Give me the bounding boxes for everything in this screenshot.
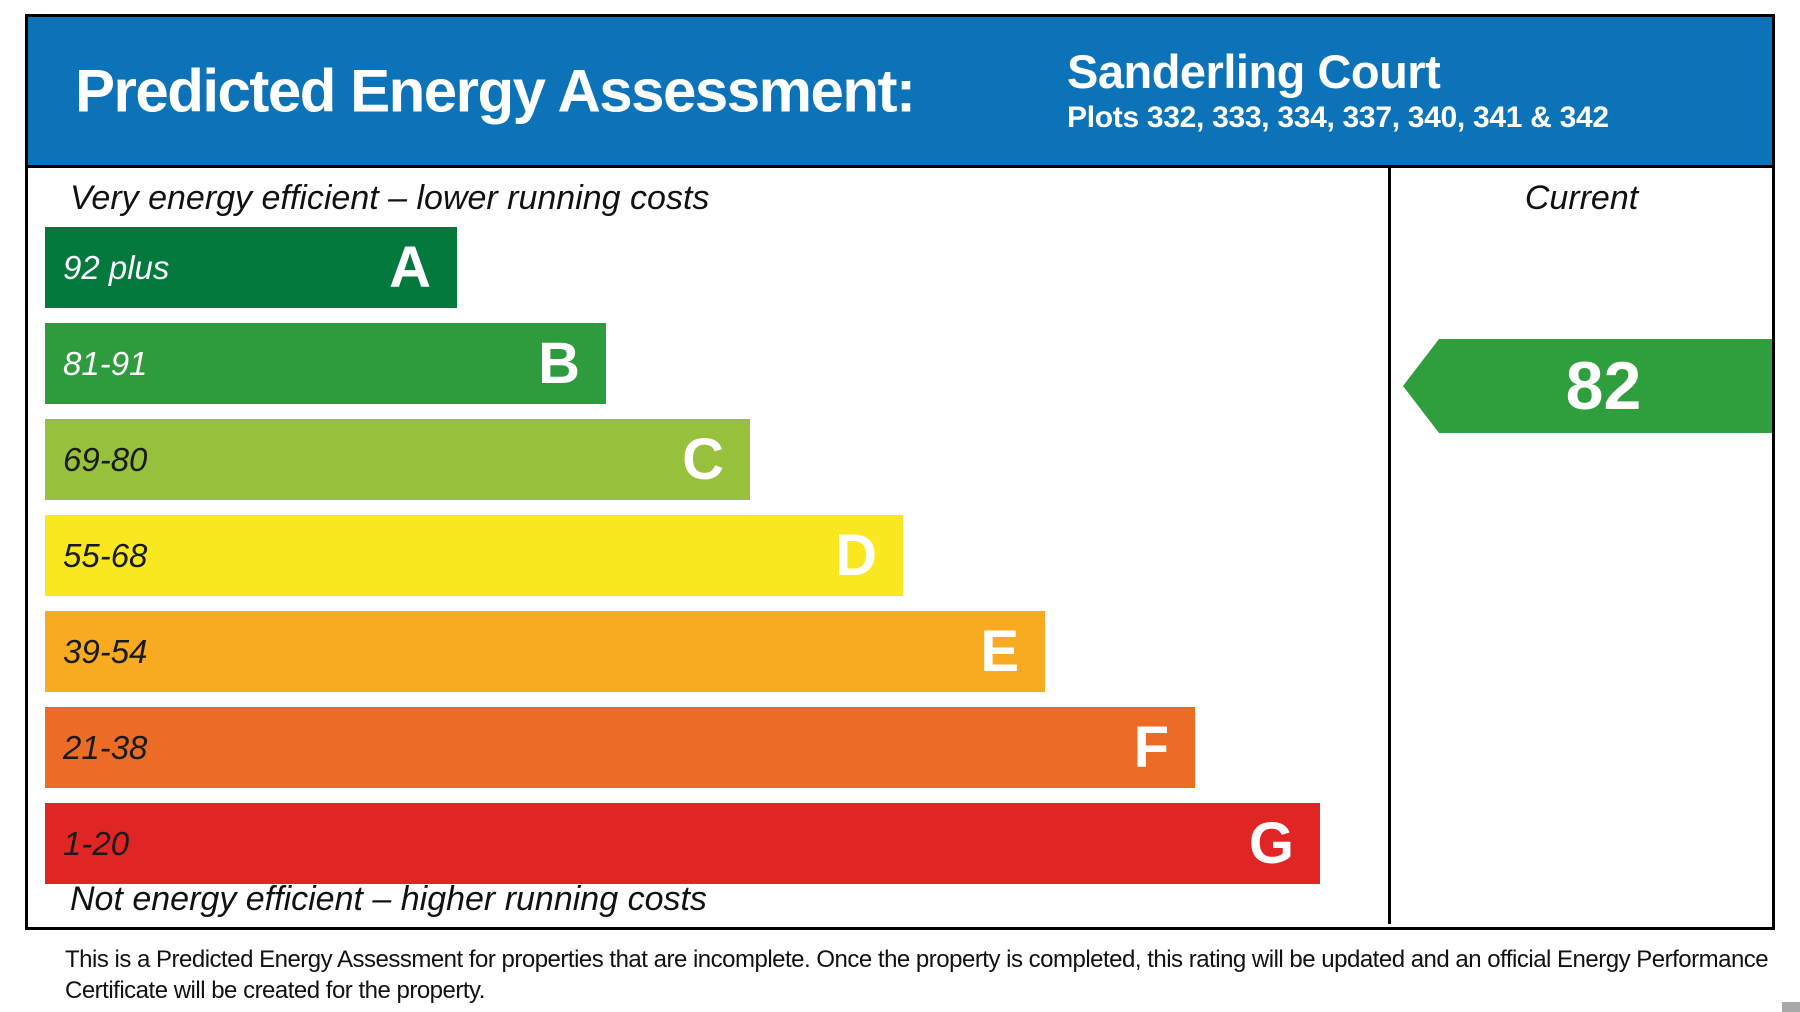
band-range-label: 21-38: [63, 728, 148, 766]
band-range-label: 1-20: [63, 824, 130, 862]
band-letter: F: [1133, 714, 1169, 780]
current-column: Current 82: [1391, 168, 1772, 924]
assessment-panel: Predicted Energy Assessment: Sanderling …: [25, 14, 1775, 930]
panel-header: Predicted Energy Assessment: Sanderling …: [28, 17, 1772, 168]
footer-note: This is a Predicted Energy Assessment fo…: [65, 944, 1769, 1006]
band-d: 55-68 D: [45, 515, 903, 596]
page-title: Predicted Energy Assessment:: [75, 57, 916, 125]
band-range-label: 55-68: [63, 536, 148, 574]
footer-note-line-1: This is a Predicted Energy Assessment fo…: [65, 946, 1769, 973]
band-b: 81-91 B: [45, 323, 606, 404]
band-f: 21-38 F: [45, 707, 1195, 788]
property-name: Sanderling Court: [1067, 45, 1441, 99]
band-c: 69-80 C: [45, 419, 750, 500]
band-range-label: 39-54: [63, 632, 148, 670]
band-range-label: 69-80: [63, 440, 148, 478]
band-letter: B: [538, 330, 580, 396]
rating-scale-column: Very energy efficient – lower running co…: [28, 168, 1388, 924]
band-letter: G: [1248, 810, 1294, 876]
top-efficiency-label: Very energy efficient – lower running co…: [70, 179, 710, 217]
band-g: 1-20 G: [45, 803, 1320, 884]
plots-line: Plots 332, 333, 334, 337, 340, 341 & 342: [1067, 100, 1609, 134]
property-block: Sanderling Court Plots 332, 333, 334, 33…: [1067, 45, 1609, 135]
bands: 92 plus A 81-91 B 69-80 C 55-68 D 39-54 E 21-38 F 1-…: [45, 227, 1320, 899]
current-rating-arrow: 82: [1403, 339, 1772, 433]
band-letter: A: [389, 234, 431, 300]
band-letter: C: [682, 426, 724, 492]
current-rating-value: 82: [1565, 348, 1642, 424]
scroll-corner: [1782, 1002, 1800, 1012]
epc-chart: Very energy efficient – lower running co…: [28, 168, 1772, 924]
band-a: 92 plus A: [45, 227, 457, 308]
current-column-header: Current: [1524, 179, 1639, 217]
footer-note-line-2: Certificate will be created for the prop…: [65, 977, 485, 1005]
band-range-label: 92 plus: [63, 248, 170, 286]
band-letter: E: [980, 618, 1019, 684]
band-letter: D: [835, 522, 877, 588]
bottom-efficiency-label: Not energy efficient – higher running co…: [70, 880, 707, 918]
band-e: 39-54 E: [45, 611, 1045, 692]
column-divider: [1388, 168, 1391, 924]
band-range-label: 81-91: [63, 344, 148, 382]
